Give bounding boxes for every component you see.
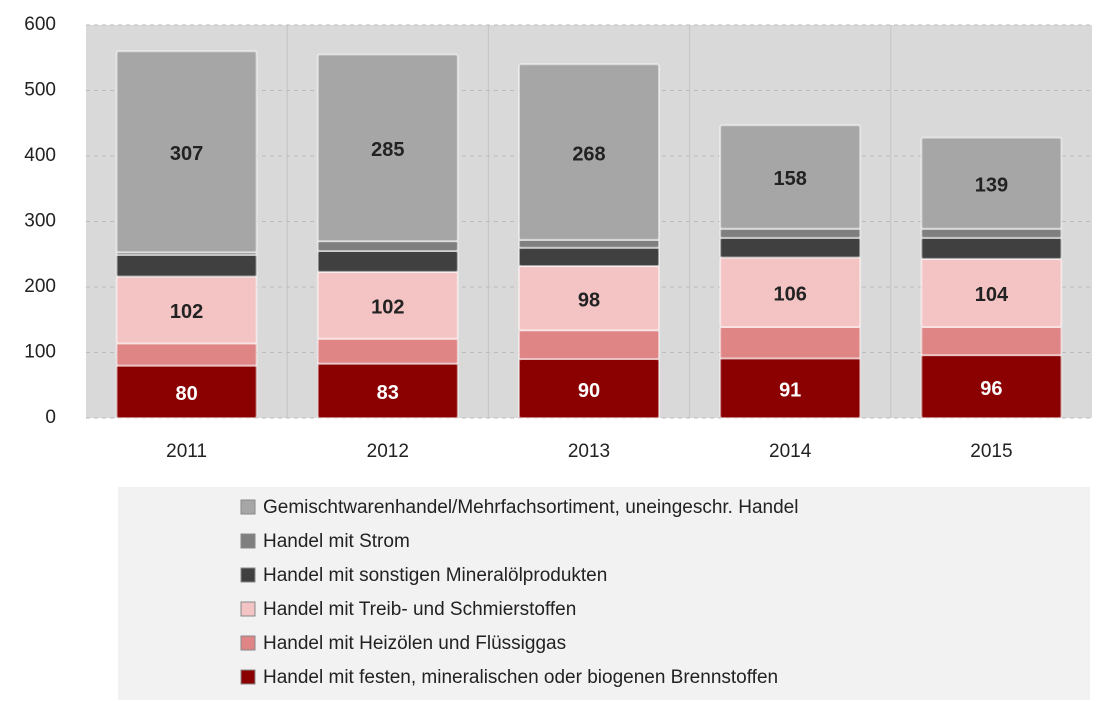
bar-segment (316, 337, 459, 365)
y-tick-label: 300 (24, 211, 56, 232)
bar-segment (719, 124, 862, 230)
bar-segment (920, 136, 1063, 230)
value-label: 96 (980, 378, 1002, 400)
bar-segment (719, 227, 862, 239)
value-label: 104 (975, 284, 1009, 306)
value-label: 139 (975, 174, 1008, 196)
y-tick-label: 600 (24, 14, 56, 35)
value-label: 80 (175, 383, 197, 405)
bar-segment (316, 249, 459, 273)
y-tick-label: 500 (24, 80, 56, 101)
legend-swatch (240, 601, 256, 617)
bar-segment (316, 53, 459, 243)
legend-swatch (240, 533, 256, 549)
y-tick-label: 400 (24, 145, 56, 166)
value-label: 83 (377, 382, 399, 404)
value-label: 91 (779, 379, 801, 401)
bar-segment (518, 329, 660, 361)
value-label: 268 (572, 143, 605, 165)
value-label: 98 (578, 289, 600, 311)
bar-segment (719, 325, 862, 360)
x-tick-label: 2014 (769, 441, 812, 462)
bar-segment (115, 342, 258, 367)
legend-swatch (240, 669, 256, 685)
legend-label: Gemischtwarenhandel/Mehrfachsortiment, u… (263, 497, 798, 518)
value-label: 307 (170, 143, 203, 165)
legend-swatch (240, 567, 256, 583)
bar-segment (518, 238, 660, 249)
value-label: 158 (774, 168, 807, 190)
x-tick-label: 2013 (568, 441, 610, 462)
value-label: 106 (774, 284, 807, 306)
legend-label: Handel mit Strom (263, 531, 410, 552)
x-tick-label: 2012 (367, 441, 409, 462)
bar-segment (719, 236, 862, 259)
bar-segment (115, 50, 258, 254)
bar-segment (518, 63, 660, 241)
legend-swatch (240, 635, 256, 651)
bar-segment (920, 236, 1063, 260)
legend-label: Handel mit sonstigen Mineralölprodukten (263, 565, 607, 586)
y-tick-label: 0 (45, 407, 56, 428)
legend-swatch (240, 499, 256, 515)
bar-segment (115, 253, 258, 278)
x-tick-label: 2011 (166, 441, 207, 462)
legend-label: Handel mit Treib- und Schmierstoffen (263, 599, 576, 620)
bar-segment (518, 246, 660, 268)
bar-segment (316, 240, 459, 252)
legend-box (118, 487, 1090, 700)
value-label: 90 (578, 380, 600, 402)
bar-segment (920, 227, 1063, 239)
value-label: 285 (371, 139, 404, 161)
value-label: 102 (371, 297, 404, 319)
legend-label: Handel mit Heizölen und Flüssiggas (263, 633, 566, 654)
legend-label: Handel mit festen, mineralischen oder bi… (263, 667, 778, 688)
y-tick-label: 200 (24, 276, 56, 297)
bar-segment (920, 325, 1063, 357)
y-tick-label: 100 (24, 342, 56, 363)
x-tick-label: 2015 (970, 441, 1012, 462)
value-label: 102 (170, 301, 203, 323)
